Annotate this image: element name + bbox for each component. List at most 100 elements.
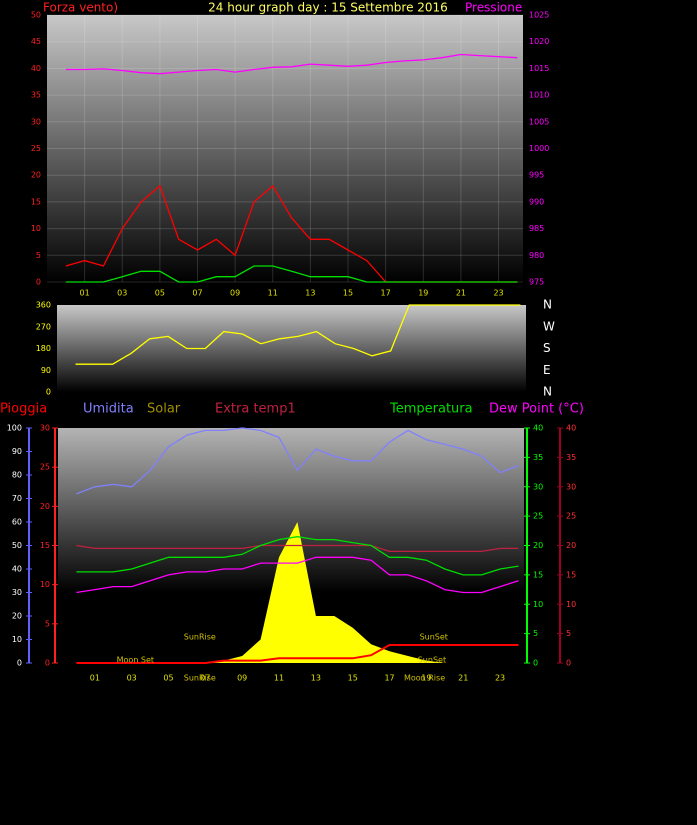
legend-label: Pioggia	[0, 402, 47, 417]
y2-tick-label: 985	[529, 224, 544, 233]
annotation: Moon Rise	[404, 674, 445, 683]
y-tick-label: 180	[36, 344, 51, 353]
y-tick-label: 50	[12, 541, 22, 550]
y2-tick-label: 975	[529, 278, 544, 287]
y2-tick-label: 995	[529, 171, 544, 180]
y-tick-label: 0	[17, 659, 22, 668]
y4-tick-label: 15	[566, 570, 576, 579]
x-tick-label: 23	[495, 674, 505, 683]
y-tick-label: 90	[41, 366, 51, 375]
y2-tick-label: N	[543, 298, 552, 312]
x-tick-label: 01	[80, 289, 90, 298]
x-tick-label: 21	[458, 674, 468, 683]
y2-tick-label: 1010	[529, 91, 549, 100]
chart-title: 24 hour graph day : 15 Settembre 2016	[208, 1, 448, 15]
y-tick-label: 270	[36, 322, 51, 331]
y3-tick-label: 25	[40, 463, 50, 472]
x-tick-label: 17	[384, 674, 394, 683]
x-tick-label: 15	[343, 289, 353, 298]
y-tick-label: 40	[12, 565, 22, 574]
x-tick-label: 23	[493, 289, 503, 298]
y3-tick-label: 15	[40, 541, 50, 550]
y-tick-label: 20	[12, 612, 22, 621]
x-tick-label: 17	[381, 289, 391, 298]
y-tick-label: 100	[7, 424, 22, 433]
x-tick-label: 15	[348, 674, 358, 683]
y-tick-label: 90	[12, 447, 22, 456]
line	[75, 304, 521, 365]
y2-tick-label: 0	[533, 659, 538, 668]
line	[76, 536, 519, 576]
y-tick-label: 15	[31, 197, 41, 206]
x-tick-label: 07	[192, 289, 202, 298]
line	[65, 265, 518, 283]
y-tick-label: 70	[12, 494, 22, 503]
y2-tick-label: 40	[533, 424, 543, 433]
line	[76, 427, 519, 495]
x-tick-label: 09	[230, 289, 240, 298]
legend-label: Umidita	[83, 402, 134, 417]
legend-label: Extra temp1	[215, 402, 296, 417]
y-tick-label: 30	[12, 588, 22, 597]
y2-tick-label: E	[543, 363, 551, 377]
y2-tick-label: 35	[533, 453, 543, 462]
plot-background	[57, 305, 526, 392]
annotation: SunSet	[418, 656, 446, 665]
y3-tick-label: 30	[40, 424, 50, 433]
x-tick-label: 11	[274, 674, 284, 683]
y4-tick-label: 25	[566, 512, 576, 521]
y2-tick-label: 5	[533, 629, 538, 638]
y2-tick-label: N	[543, 385, 552, 399]
legend-label: Dew Point (°C)	[489, 402, 584, 417]
y-tick-label: 20	[31, 171, 41, 180]
y3-tick-label: 0	[45, 659, 50, 668]
y2-tick-label: 980	[529, 251, 544, 260]
y-tick-label: 35	[31, 91, 41, 100]
x-tick-label: 19	[418, 289, 428, 298]
y2-tick-label: 990	[529, 197, 544, 206]
annotation: SunSet	[420, 633, 448, 642]
y2-tick-label: 1000	[529, 144, 549, 153]
y-tick-label: 45	[31, 37, 41, 46]
y-tick-label: 0	[36, 278, 41, 287]
x-tick-label: 09	[237, 674, 247, 683]
y4-tick-label: 0	[566, 659, 571, 668]
legend-label: Solar	[147, 402, 181, 417]
y2-tick-label: 1005	[529, 117, 549, 126]
y-tick-label: 50	[31, 11, 41, 20]
y-tick-label: 40	[31, 64, 41, 73]
y4-tick-label: 40	[566, 424, 576, 433]
x-tick-label: 13	[305, 289, 315, 298]
line	[76, 644, 519, 664]
annotation: SunRise	[184, 633, 216, 642]
x-tick-label: 11	[268, 289, 278, 298]
y2-tick-label: 15	[533, 570, 543, 579]
line	[65, 53, 518, 75]
y2-tick-label: 1020	[529, 37, 549, 46]
x-tick-label: 01	[90, 674, 100, 683]
x-tick-label: 19	[421, 674, 431, 683]
x-tick-label: 05	[155, 289, 165, 298]
x-tick-label: 03	[117, 289, 127, 298]
y4-tick-label: 35	[566, 453, 576, 462]
y2-tick-label: S	[543, 341, 551, 355]
y-tick-label: 0	[46, 388, 51, 397]
y-tick-label: 30	[31, 117, 41, 126]
y2-tick-label: 10	[533, 600, 543, 609]
line	[76, 556, 519, 594]
y4-tick-label: 30	[566, 482, 576, 491]
x-tick-label: 13	[311, 674, 321, 683]
line	[76, 544, 519, 553]
y4-tick-label: 5	[566, 629, 571, 638]
y2-tick-label: 30	[533, 482, 543, 491]
y3-tick-label: 20	[40, 502, 50, 511]
y4-tick-label: 20	[566, 541, 576, 550]
y-axis-title: Forza vento)	[43, 1, 118, 15]
y2-tick-label: W	[543, 319, 555, 333]
y2-axis-title: Pressione	[465, 1, 522, 15]
y-tick-label: 360	[36, 301, 51, 310]
y2-tick-label: 25	[533, 512, 543, 521]
y-tick-label: 5	[36, 251, 41, 260]
